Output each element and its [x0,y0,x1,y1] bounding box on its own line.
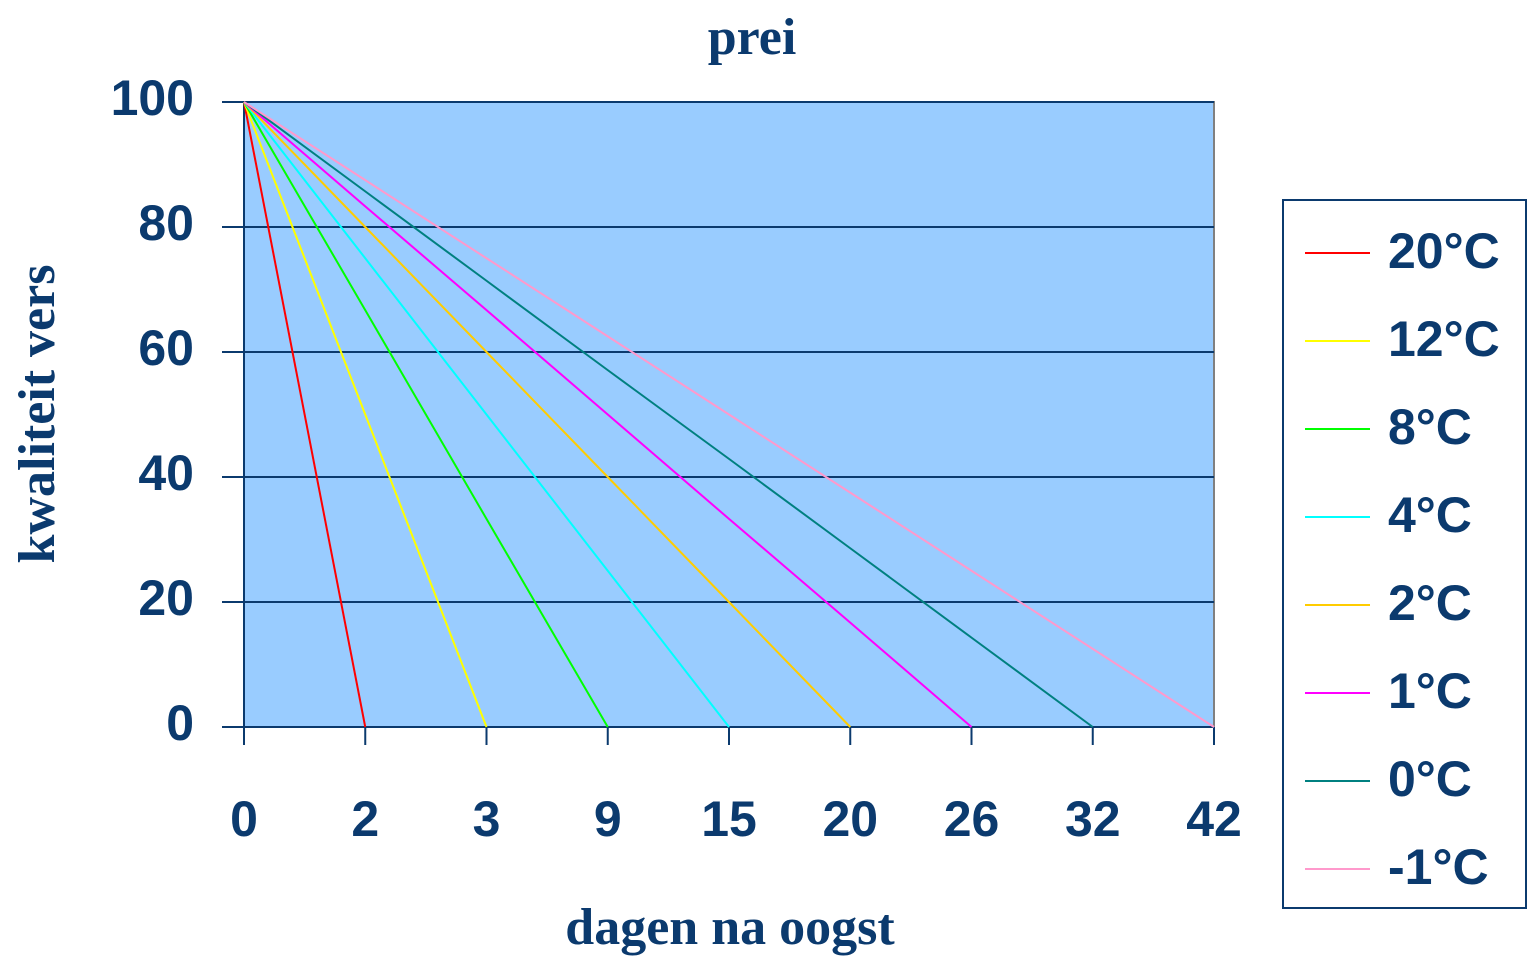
legend-label: 4°C [1388,487,1472,543]
series-line [243,101,609,728]
x-tick-label: 9 [594,791,622,847]
y-tick-label: 100 [111,70,194,126]
x-tick-label: 3 [473,791,501,847]
y-tick-label: 20 [138,570,194,626]
series-line [243,101,367,728]
series-line [243,101,1215,728]
series-line [243,101,851,728]
x-tick-label: 15 [701,791,757,847]
x-tick-label: 42 [1186,791,1242,847]
legend-label: 0°C [1388,751,1472,807]
series-line [243,101,1094,728]
y-tick-label: 0 [166,695,194,751]
series-line [243,101,730,728]
x-tick-label: 0 [230,791,258,847]
x-tick-label: 20 [822,791,878,847]
y-tick-label: 60 [138,320,194,376]
y-tick-label: 80 [138,195,194,251]
legend-label: 20°C [1388,223,1500,279]
legend-label: 1°C [1388,663,1472,719]
series-line [243,101,488,728]
y-axis-label: kwaliteit vers [9,265,66,564]
x-axis-label: dagen na oogst [565,899,895,956]
x-tick-label: 32 [1065,791,1121,847]
legend-label: 2°C [1388,575,1472,631]
legend-label: 12°C [1388,311,1500,367]
y-tick-label: 40 [138,445,194,501]
chart-title: prei [708,9,797,66]
series-line [243,101,973,728]
legend-label: -1°C [1388,839,1489,895]
legend-box [1282,199,1527,909]
x-tick-label: 2 [351,791,379,847]
x-tick-label: 26 [944,791,1000,847]
legend-label: 8°C [1388,399,1472,455]
